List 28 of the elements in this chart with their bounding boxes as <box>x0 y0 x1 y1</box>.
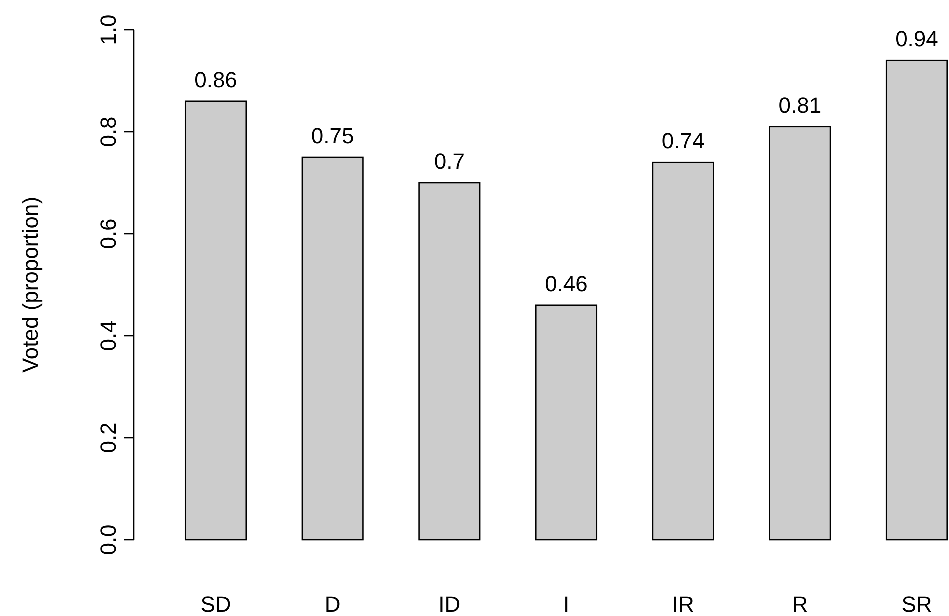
y-axis-title: Voted (proportion) <box>18 196 43 374</box>
bar <box>418 182 481 541</box>
data-label: 0.81 <box>778 92 822 118</box>
bar <box>302 156 364 541</box>
y-tick-label: 0.4 <box>96 320 121 352</box>
data-label: 0.75 <box>311 124 354 148</box>
bar <box>535 304 598 541</box>
bar <box>769 126 832 541</box>
y-tick-label: 0.8 <box>96 116 121 148</box>
x-tick-label: SR <box>902 592 932 616</box>
x-tick-label: I <box>563 592 570 616</box>
y-tick-label: 0.2 <box>96 422 121 454</box>
data-label: 0.46 <box>545 271 588 296</box>
y-tick-label: 0.0 <box>96 524 121 556</box>
bar <box>652 162 714 541</box>
data-label: 0.94 <box>896 26 938 52</box>
y-tick-label: 1.0 <box>96 14 121 46</box>
x-tick-label: SD <box>200 592 232 616</box>
x-tick-label: D <box>324 592 341 616</box>
bar <box>184 100 248 541</box>
x-tick-label: R <box>792 592 808 616</box>
x-tick-label: ID <box>438 592 461 616</box>
bar <box>886 60 948 541</box>
data-label: 0.7 <box>434 149 465 174</box>
y-tick-label: 0.6 <box>96 218 121 250</box>
data-label: 0.74 <box>662 128 705 154</box>
data-label: 0.86 <box>194 67 238 92</box>
x-tick-label: IR <box>672 592 694 616</box>
